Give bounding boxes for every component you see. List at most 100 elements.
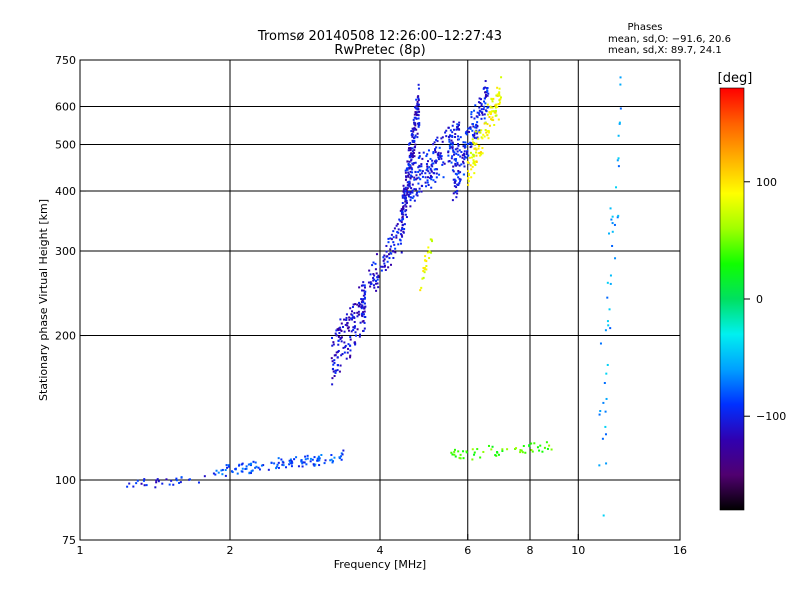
data-point <box>405 188 408 191</box>
data-point <box>397 228 400 231</box>
data-point <box>408 154 411 157</box>
data-point <box>426 167 429 170</box>
y-tick-label: 600 <box>55 101 76 114</box>
data-point <box>377 276 380 279</box>
data-point <box>473 453 476 456</box>
data-point <box>411 132 414 135</box>
data-point <box>401 206 404 209</box>
data-point <box>419 178 422 181</box>
data-point <box>443 162 446 165</box>
data-point <box>453 158 456 161</box>
data-point <box>470 142 473 145</box>
data-point <box>417 125 420 128</box>
data-point <box>348 329 351 332</box>
data-point <box>389 251 392 254</box>
data-point <box>170 479 173 482</box>
data-point <box>340 452 343 455</box>
data-point <box>413 140 416 143</box>
data-point <box>472 125 475 128</box>
data-point <box>485 95 488 98</box>
data-point <box>470 110 473 113</box>
data-point <box>203 475 206 478</box>
data-point <box>311 458 314 461</box>
data-point <box>344 323 347 326</box>
data-point <box>304 455 307 458</box>
data-point <box>409 148 412 151</box>
data-point <box>533 442 536 445</box>
data-point <box>340 354 343 357</box>
data-point <box>451 155 454 158</box>
data-point <box>402 230 405 233</box>
data-point <box>399 209 402 212</box>
data-point <box>496 94 499 97</box>
data-point <box>344 346 347 349</box>
data-point <box>332 367 335 370</box>
data-point <box>427 149 430 152</box>
data-point <box>474 151 477 154</box>
data-point <box>408 184 411 187</box>
data-point <box>440 137 443 140</box>
data-point <box>452 178 455 181</box>
data-point <box>479 151 482 154</box>
data-point <box>361 284 364 287</box>
data-point <box>439 152 442 155</box>
data-point <box>254 461 257 464</box>
data-point <box>400 221 403 224</box>
data-point <box>429 238 432 241</box>
data-point <box>409 192 412 195</box>
data-point <box>415 174 418 177</box>
data-point <box>436 140 439 143</box>
data-point <box>487 129 490 132</box>
data-point <box>345 357 348 360</box>
data-point <box>441 163 444 166</box>
data-point <box>340 458 343 461</box>
data-point <box>383 254 386 257</box>
data-point <box>392 250 395 253</box>
data-point <box>452 170 455 173</box>
data-point <box>425 268 428 271</box>
data-point <box>432 151 435 154</box>
data-point <box>372 284 375 287</box>
data-point <box>175 477 178 480</box>
data-point <box>349 349 352 352</box>
data-point <box>438 173 441 176</box>
data-point <box>333 374 336 377</box>
data-point <box>484 102 487 105</box>
data-point <box>356 303 359 306</box>
data-point <box>155 479 158 482</box>
data-point <box>258 468 261 471</box>
data-point <box>411 175 414 178</box>
data-point <box>417 87 420 90</box>
data-point <box>363 327 366 330</box>
data-point <box>408 166 411 169</box>
data-point <box>295 456 298 459</box>
data-point <box>422 276 425 279</box>
data-point <box>467 162 470 165</box>
data-point <box>431 159 434 162</box>
data-point <box>428 166 431 169</box>
data-point <box>465 151 468 154</box>
data-point <box>599 410 602 413</box>
data-point <box>616 216 619 219</box>
data-point <box>478 145 481 148</box>
data-point <box>476 111 479 114</box>
data-point <box>429 167 432 170</box>
data-point <box>473 451 476 454</box>
data-point <box>411 147 414 150</box>
data-point <box>606 281 609 284</box>
data-point <box>349 336 352 339</box>
data-point <box>488 116 491 119</box>
data-point <box>488 124 491 127</box>
data-point <box>456 143 459 146</box>
data-point <box>335 351 338 354</box>
data-point <box>280 458 283 461</box>
data-point <box>437 151 440 154</box>
data-point <box>469 151 472 154</box>
data-point <box>416 96 419 99</box>
data-point <box>435 138 438 141</box>
data-point <box>475 160 478 163</box>
data-point <box>411 127 414 130</box>
data-point <box>340 336 343 339</box>
data-point <box>357 310 360 313</box>
data-point <box>339 364 342 367</box>
